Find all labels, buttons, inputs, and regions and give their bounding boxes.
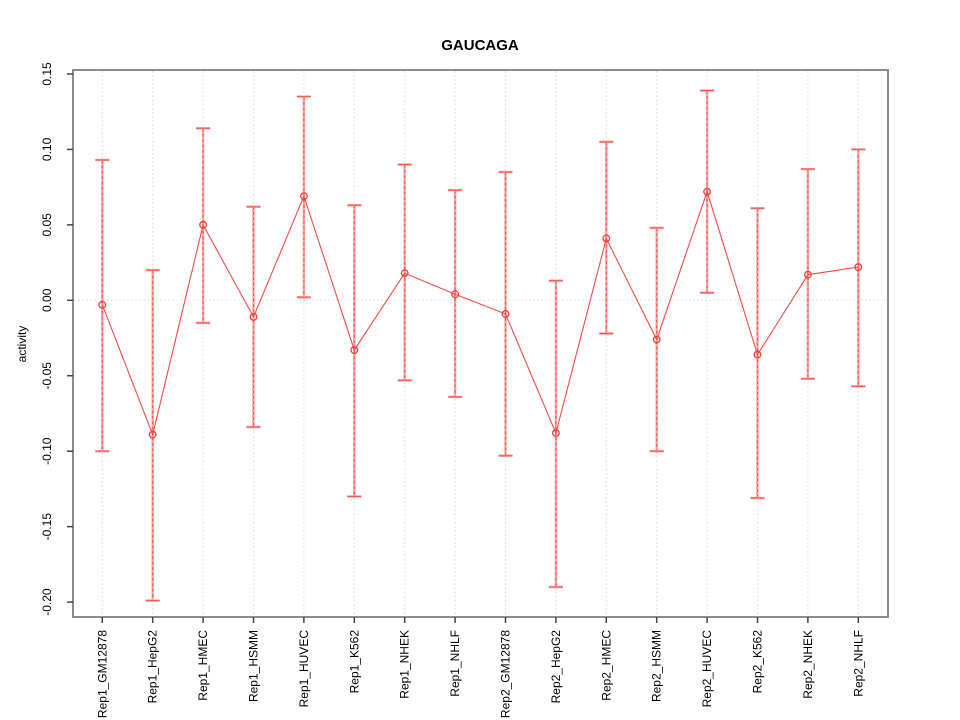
data-point-marker bbox=[703, 187, 712, 196]
y-axis-tick-label: 0.10 bbox=[40, 137, 54, 161]
data-point-marker bbox=[299, 192, 308, 201]
chart-title: GAUCAGA bbox=[441, 37, 519, 54]
x-axis-tick-label: Rep2_HepG2 bbox=[549, 630, 563, 704]
data-point-marker bbox=[803, 270, 812, 279]
data-point-marker bbox=[602, 234, 611, 243]
x-axis-tick-label: Rep1_HSMM bbox=[247, 630, 261, 702]
y-axis-tick-label: 0.00 bbox=[40, 288, 54, 312]
x-axis-tick-label: Rep1_NHEK bbox=[398, 630, 412, 699]
plot-border bbox=[72, 69, 889, 618]
error-bars-layer bbox=[95, 89, 866, 602]
markers-layer bbox=[98, 187, 863, 439]
y-axis-tick-label: -0.05 bbox=[40, 362, 54, 390]
data-point-marker bbox=[551, 429, 560, 438]
data-point-marker bbox=[400, 269, 409, 278]
data-point-marker bbox=[753, 350, 762, 359]
y-axis-tick-labels: 0.15 0.10 0.05 0.00 -0.05 -0.10 -0.15 -0.20 bbox=[40, 62, 54, 616]
data-point-marker bbox=[652, 335, 661, 344]
error-bar bbox=[448, 188, 463, 399]
x-axis-tick-label: Rep1_HepG2 bbox=[146, 630, 160, 704]
x-axis-tick-label: Rep2_NHEK bbox=[801, 630, 815, 699]
data-point-marker bbox=[249, 312, 258, 321]
y-axis-ticks bbox=[67, 73, 73, 603]
data-point-marker bbox=[98, 300, 107, 309]
y-axis-tick-label: -0.20 bbox=[40, 588, 54, 616]
data-point-marker bbox=[148, 430, 157, 439]
x-axis-tick-labels: Rep1_GM12878 Rep1_HepG2 Rep1_HMEC Rep1_HSMM… bbox=[95, 630, 865, 718]
error-bar bbox=[851, 148, 866, 388]
x-axis-tick-label: Rep1_NHLF bbox=[448, 630, 462, 697]
y-axis-tick-label: 0.15 bbox=[40, 62, 54, 86]
x-axis-tick-label: Rep1_HMEC bbox=[196, 630, 210, 701]
y-axis-tick-label: -0.10 bbox=[40, 437, 54, 465]
data-point-marker bbox=[350, 346, 359, 355]
y-axis-tick-label: 0.05 bbox=[40, 213, 54, 237]
data-point-marker bbox=[199, 220, 208, 229]
x-axis-tick-label: Rep1_K562 bbox=[347, 630, 361, 694]
x-axis-tick-label: Rep2_NHLF bbox=[851, 630, 865, 697]
x-axis-ticks bbox=[101, 617, 860, 623]
data-point-marker bbox=[451, 290, 460, 299]
series-line-layer bbox=[101, 189, 859, 437]
x-axis-tick-label: Rep2_HMEC bbox=[599, 630, 613, 701]
x-axis-tick-label: Rep2_HSMM bbox=[650, 630, 664, 702]
x-axis-tick-label: Rep1_GM12878 bbox=[95, 630, 109, 718]
x-axis-tick-label: Rep2_K562 bbox=[751, 630, 765, 694]
x-axis-tick-label: Rep2_HUVEC bbox=[700, 630, 714, 708]
series-polyline bbox=[101, 189, 859, 437]
data-point-marker bbox=[501, 309, 510, 318]
error-bar bbox=[800, 167, 815, 380]
error-bar bbox=[397, 163, 412, 382]
data-point-marker bbox=[854, 263, 863, 272]
y-axis-label: activity bbox=[15, 326, 29, 363]
x-axis-tick-label: Rep2_GM12878 bbox=[499, 630, 513, 718]
y-axis-tick-label: -0.15 bbox=[40, 513, 54, 541]
x-axis-tick-label: Rep1_HUVEC bbox=[297, 630, 311, 708]
